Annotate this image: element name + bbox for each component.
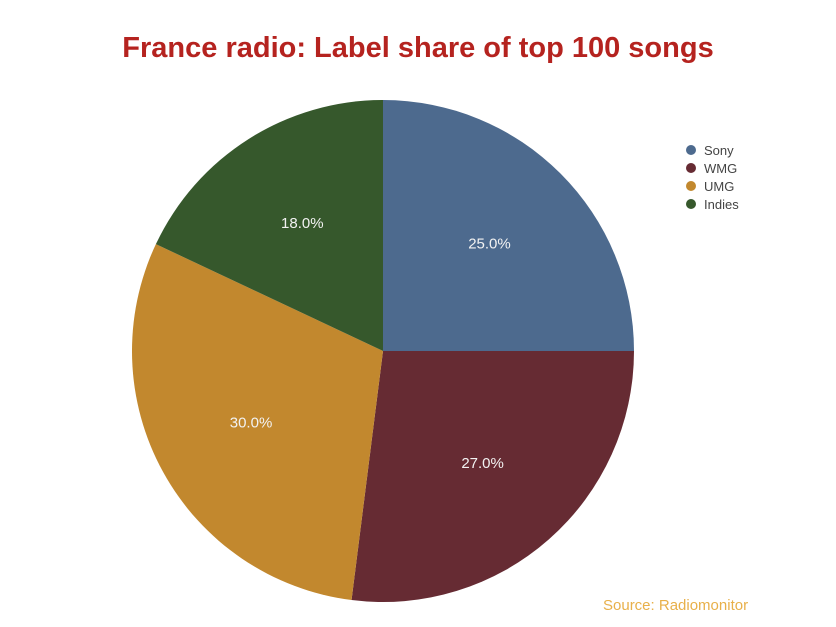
pie-slice-sony xyxy=(383,100,634,351)
slice-label-sony: 25.0% xyxy=(468,235,511,252)
slice-label-indies: 18.0% xyxy=(281,215,324,232)
legend-label: UMG xyxy=(704,178,735,194)
legend-item-umg: UMG xyxy=(686,177,739,195)
slice-label-umg: 30.0% xyxy=(230,415,273,432)
legend-item-wmg: WMG xyxy=(686,159,739,177)
legend-label: WMG xyxy=(704,160,738,176)
legend-swatch xyxy=(686,181,696,191)
pie-slice-wmg xyxy=(351,351,634,603)
legend-item-sony: Sony xyxy=(686,141,739,159)
source-note: Source: Radiomonitor xyxy=(603,597,749,614)
chart-title: France radio: Label share of top 100 son… xyxy=(122,32,714,64)
legend-swatch xyxy=(686,145,696,155)
legend-item-indies: Indies xyxy=(686,195,739,213)
legend-swatch xyxy=(686,163,696,173)
slice-label-wmg: 27.0% xyxy=(461,455,504,472)
legend-label: Sony xyxy=(704,142,734,158)
chart-legend: Sony WMG UMG Indies xyxy=(686,141,739,213)
legend-swatch xyxy=(686,199,696,209)
pie-slice-umg xyxy=(131,244,383,601)
pie-slice-indies xyxy=(155,100,383,351)
legend-label: Indies xyxy=(704,196,739,212)
